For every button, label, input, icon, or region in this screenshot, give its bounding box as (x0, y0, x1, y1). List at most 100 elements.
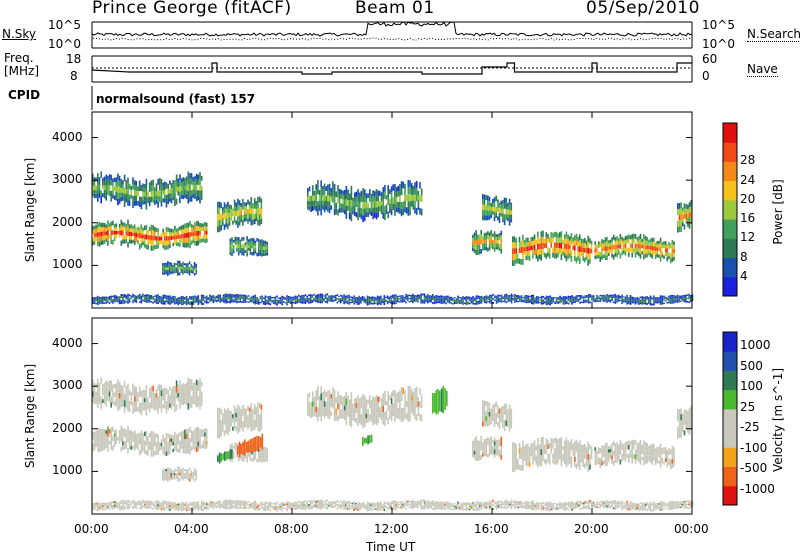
power-cell (139, 298, 141, 300)
velocity-cell (203, 433, 205, 437)
velocity-cell (180, 477, 182, 479)
velocity-cell (356, 408, 358, 413)
power-cell (191, 224, 193, 228)
velocity-cell (189, 427, 191, 433)
velocity-cell (154, 451, 156, 455)
velocity-cell (484, 439, 486, 442)
power-cell (194, 185, 196, 190)
power-cell (365, 302, 367, 303)
velocity-cell (586, 455, 588, 459)
velocity-cell (201, 433, 203, 437)
power-cell (171, 232, 173, 236)
power-cell (489, 247, 491, 251)
velocity-cell (139, 402, 141, 407)
power-cell (126, 295, 128, 297)
velocity-cell (179, 432, 181, 436)
power-cell (350, 299, 352, 300)
power-cell (309, 187, 311, 192)
power-cell (105, 301, 107, 303)
velocity-cell (517, 464, 519, 469)
power-cell (504, 294, 506, 296)
power-cell (516, 301, 518, 302)
velocity-cell (164, 451, 166, 456)
velocity-cell (97, 429, 99, 434)
power-cell (373, 303, 375, 305)
velocity-cell (174, 386, 176, 393)
velocity-cell (156, 390, 158, 394)
velocity-cell (174, 406, 176, 413)
power-cell (372, 213, 374, 219)
velocity-cell (249, 408, 251, 412)
power-cell (658, 297, 660, 298)
power-cell (95, 177, 97, 181)
power-cell (97, 301, 99, 303)
power-cell (109, 227, 111, 231)
power-cell (667, 244, 669, 248)
power-cell (237, 210, 239, 216)
velocity-cell (126, 404, 128, 408)
power-cell (310, 296, 312, 298)
power-cell (509, 300, 511, 301)
power-cell (429, 298, 431, 299)
velocity-cell (371, 418, 373, 422)
power-cell (142, 200, 144, 204)
velocity-cell (99, 443, 101, 448)
power-cell (331, 197, 333, 201)
power-cell (530, 246, 532, 250)
velocity-cell (391, 392, 393, 398)
velocity-cell (596, 454, 598, 457)
power-cell (352, 198, 354, 202)
power-cell (665, 300, 667, 301)
power-cell (174, 303, 176, 305)
power-cell (481, 299, 483, 301)
velocity-cell (171, 438, 173, 442)
power-cell (122, 193, 124, 197)
velocity-cell (331, 394, 333, 398)
power-cell (127, 200, 129, 206)
power-cell (512, 298, 514, 299)
velocity-cell (382, 406, 384, 412)
power-cell (516, 297, 518, 298)
power-cell (472, 303, 474, 305)
velocity-cell (374, 419, 376, 424)
power-cell (315, 301, 317, 302)
power-cell (643, 254, 645, 259)
velocity-cell (263, 446, 265, 449)
velocity-cell (224, 430, 226, 436)
power-cell (511, 299, 513, 301)
velocity-cell (408, 415, 410, 422)
velocity-cell (206, 433, 208, 437)
power-cell (363, 301, 365, 303)
power-cell (217, 208, 219, 214)
power-cell (134, 233, 136, 237)
velocity-cell (259, 426, 261, 432)
power-cell (194, 299, 196, 301)
power-cell (548, 296, 550, 298)
power-cell (226, 301, 228, 303)
power-cell (166, 236, 168, 241)
power-cell (136, 233, 138, 238)
velocity-cell (167, 470, 169, 473)
velocity-cell (403, 388, 405, 395)
power-cell (655, 302, 657, 303)
power-cell (526, 298, 528, 300)
power-cell (345, 300, 347, 302)
velocity-cell (181, 384, 183, 388)
power-cell (603, 295, 605, 296)
velocity-cell (482, 453, 484, 457)
power-cell (149, 197, 151, 202)
power-cell (219, 295, 221, 297)
power-cell (162, 183, 164, 187)
velocity-cell (497, 422, 499, 426)
power-cell (615, 298, 617, 300)
velocity-cell (110, 432, 112, 437)
power-cell (392, 295, 394, 297)
power-cell (485, 205, 487, 210)
power-cell (340, 300, 342, 302)
power-cell (685, 301, 687, 303)
velocity-cell (167, 390, 169, 395)
power-cell (399, 202, 401, 208)
power-cell (239, 301, 241, 303)
velocity-cell (263, 453, 265, 456)
power-cell (104, 231, 106, 235)
